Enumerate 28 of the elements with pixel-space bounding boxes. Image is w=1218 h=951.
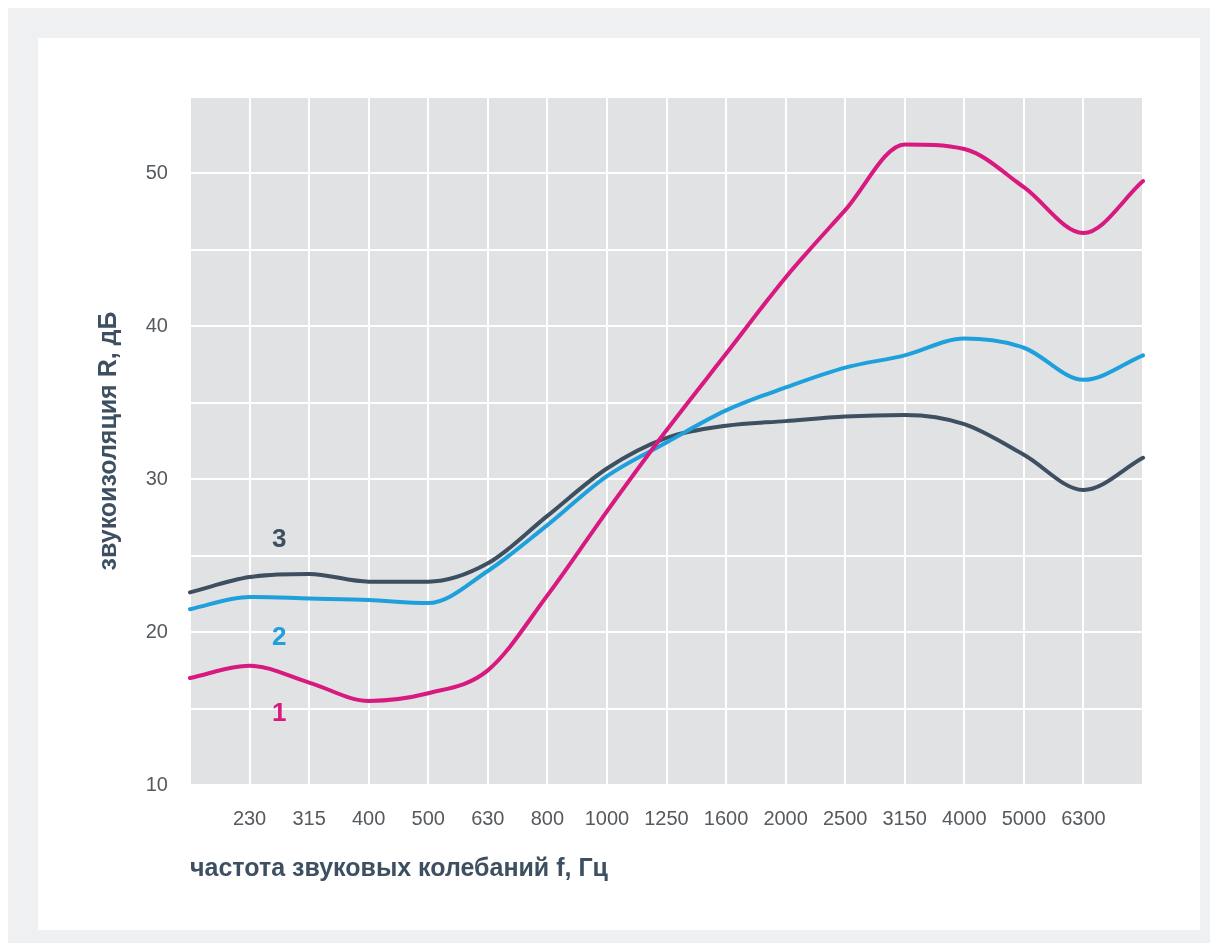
x-tick-label: 1000 (584, 806, 630, 829)
y-axis-title: звукоизоляция R, дБ (92, 311, 121, 571)
y-tick-label: 50 (145, 160, 168, 183)
series-label: 3 (272, 522, 287, 553)
line-series (188, 413, 1145, 595)
series-label: 1 (272, 697, 287, 728)
x-tick-label: 630 (471, 806, 505, 829)
y-tick-label: 30 (145, 466, 168, 489)
y-tick-label: 40 (145, 313, 168, 336)
x-tick-label: 1250 (644, 806, 689, 829)
x-tick-label: 500 (411, 806, 445, 829)
series-label: 2 (272, 620, 287, 651)
x-tick-label: 800 (530, 806, 565, 829)
y-tick-label: 10 (145, 772, 168, 795)
line-series (188, 142, 1145, 703)
x-tick-label: 5000 (1001, 806, 1047, 829)
x-tick-label: 3150 (882, 806, 927, 829)
line-series (188, 336, 1145, 612)
x-tick-label: 2500 (822, 806, 868, 829)
x-tick-label: 400 (352, 806, 386, 829)
x-tick-label: 315 (292, 806, 326, 829)
x-tick-label: 6300 (1061, 806, 1106, 829)
y-tick-label: 20 (145, 619, 168, 642)
x-tick-label: 4000 (942, 806, 987, 829)
x-tick-label: 230 (232, 806, 267, 829)
x-tick-label: 1600 (703, 806, 749, 829)
x-axis-title: частота звуковых колебаний f, Гц (190, 852, 609, 881)
x-tick-label: 2000 (763, 806, 808, 829)
